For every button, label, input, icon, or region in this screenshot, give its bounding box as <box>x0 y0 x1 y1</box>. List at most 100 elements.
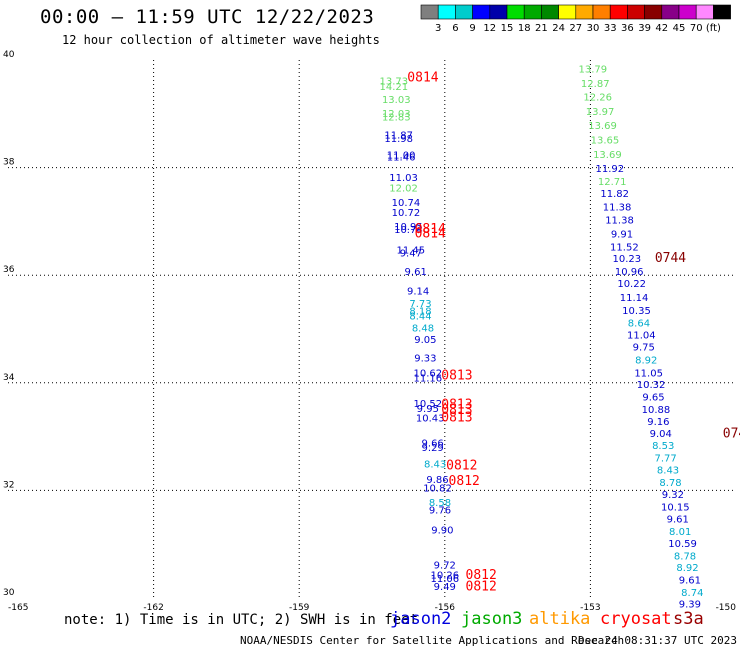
colorbar-label: 30 <box>587 23 600 34</box>
colorbar-label: 12 <box>483 23 496 34</box>
wave-height-value: 12.02 <box>389 183 418 194</box>
colorbar-label: 27 <box>569 23 582 34</box>
wave-height-value: 11.38 <box>605 216 634 227</box>
wave-height-value: 8.43 <box>424 459 446 470</box>
wave-height-value: 9.05 <box>414 335 436 346</box>
wave-height-value: 9.61 <box>667 515 689 526</box>
colorbar-label: 36 <box>621 23 634 34</box>
colorbar-label: 33 <box>604 23 617 34</box>
generated-timestamp: Dec 24 08:31:37 UTC 2023 <box>578 634 737 647</box>
wave-height-value: 9.14 <box>407 287 429 298</box>
wave-height-value: 8.43 <box>657 466 679 477</box>
wave-height-value: 8.53 <box>652 441 674 452</box>
colorbar-label: 39 <box>638 23 651 34</box>
pass-time-label: 0743 <box>723 427 740 442</box>
wave-height-value: 13.97 <box>586 107 615 118</box>
wave-height-value: 10.88 <box>642 405 671 416</box>
wave-height-value: 13.73 <box>380 77 409 88</box>
wave-height-value: 9.76 <box>429 506 451 517</box>
wave-height-value: 9.29 <box>422 443 444 454</box>
satellite-legend-s3a: s3a <box>673 609 704 629</box>
wave-height-value: 13.69 <box>588 121 617 132</box>
colorbar-label: 24 <box>552 23 565 34</box>
wave-height-value: 11.45 <box>397 246 426 257</box>
wave-height-value: 9.65 <box>642 393 664 404</box>
pass-time-label: 0812 <box>446 458 477 473</box>
wave-height-value: 7.77 <box>654 453 676 464</box>
wave-height-value: 9.49 <box>434 582 456 593</box>
pass-time-label: 0812 <box>466 568 497 583</box>
pass-time-label: 0744 <box>655 251 686 266</box>
wave-height-value: 10.22 <box>617 279 646 290</box>
wave-height-value: 13.69 <box>593 150 622 161</box>
wave-height-value: 12.26 <box>583 92 612 103</box>
colorbar-label: 18 <box>518 23 531 34</box>
pass-time-label: 0812 <box>466 579 497 594</box>
wave-height-value: 11.87 <box>384 131 413 142</box>
wave-height-value: 8.92 <box>635 355 657 366</box>
wave-height-value: 8.01 <box>669 527 691 538</box>
wave-height-value: 9.91 <box>611 230 633 241</box>
wave-height-value: 8.58 <box>429 498 451 509</box>
satellite-legend-altika: altika <box>529 609 591 629</box>
pass-time-label: 0814 <box>407 71 438 86</box>
colorbar-label: (ft) <box>706 23 721 34</box>
color-scale-legend: 3 6 9 12 15 18 21 24 27 30 33 36 39 42 45 70 (ft) <box>420 4 731 34</box>
wave-height-value: 10.72 <box>392 208 421 219</box>
wave-height-value: 13.79 <box>579 64 608 75</box>
wave-height-value: 11.92 <box>595 164 624 175</box>
wave-height-value: 11.52 <box>610 242 639 253</box>
wave-height-value: 13.03 <box>382 95 411 106</box>
wave-height-value: 10.52 <box>413 399 442 410</box>
y-tick-label: 40 <box>3 50 15 60</box>
wave-height-value: 11.38 <box>603 203 632 214</box>
colorbar-label: 6 <box>452 23 458 34</box>
wave-height-value: 12.83 <box>382 112 411 123</box>
wave-height-value: 8.18 <box>409 306 431 317</box>
wave-height-value: 9.47 <box>400 248 422 259</box>
x-tick-label: -159 <box>289 603 310 613</box>
wave-height-value: 8.64 <box>628 318 650 329</box>
y-tick-label: 38 <box>3 158 15 168</box>
wave-height-value: 9.95 <box>417 404 439 415</box>
wave-height-value: 13.65 <box>591 135 620 146</box>
x-tick-label: -153 <box>580 603 600 613</box>
wave-height-value: 7.73 <box>409 299 431 310</box>
wave-height-value: 11.05 <box>634 368 663 379</box>
wave-height-value: 11.14 <box>620 293 649 304</box>
wave-height-value: 8.92 <box>676 563 698 574</box>
colorbar-label: 45 <box>673 23 686 34</box>
wave-height-value: 11.00 <box>387 150 416 161</box>
x-tick-label: -156 <box>435 603 456 613</box>
pass-time-label: 0813 <box>441 398 472 413</box>
wave-height-value: 10.59 <box>668 539 697 550</box>
satellite-legend-cryosat: cryosat <box>600 609 672 629</box>
wave-height-value: 8.78 <box>674 551 696 562</box>
pass-time-label: 0814 <box>415 227 446 242</box>
y-tick-label: 36 <box>3 265 15 275</box>
wave-height-value: 9.33 <box>414 353 436 364</box>
wave-height-value: 9.16 <box>647 417 669 428</box>
y-tick-label: 30 <box>3 588 15 598</box>
pass-time-label: 0814 <box>415 222 446 237</box>
colorbar-swatch <box>713 4 731 20</box>
wave-height-value: 10.23 <box>612 254 641 265</box>
wave-height-value: 10.35 <box>622 306 651 317</box>
wave-height-value: 12.71 <box>598 177 627 188</box>
colorbar-label: 21 <box>535 23 548 34</box>
pass-time-label: 0813 <box>441 403 472 418</box>
wave-height-value: 8.74 <box>681 588 703 599</box>
units-note: note: 1) Time is in UTC; 2) SWH is in fe… <box>64 612 419 628</box>
wave-height-value: 10.74 <box>394 225 423 236</box>
wave-height-value: 11.16 <box>413 374 442 385</box>
chart-title: 00:00 – 11:59 UTC 12/22/2023 <box>40 6 375 28</box>
wave-height-value: 11.46 <box>387 153 416 164</box>
wave-height-value: 11.06 <box>430 574 459 585</box>
wave-height-value: 10.26 <box>430 571 459 582</box>
wave-height-value: 10.43 <box>416 414 445 425</box>
wave-height-value: 9.66 <box>422 438 444 449</box>
pass-time-label: 0813 <box>441 411 472 426</box>
wave-height-value: 10.82 <box>423 483 452 494</box>
x-tick-label: -150 <box>716 603 737 613</box>
